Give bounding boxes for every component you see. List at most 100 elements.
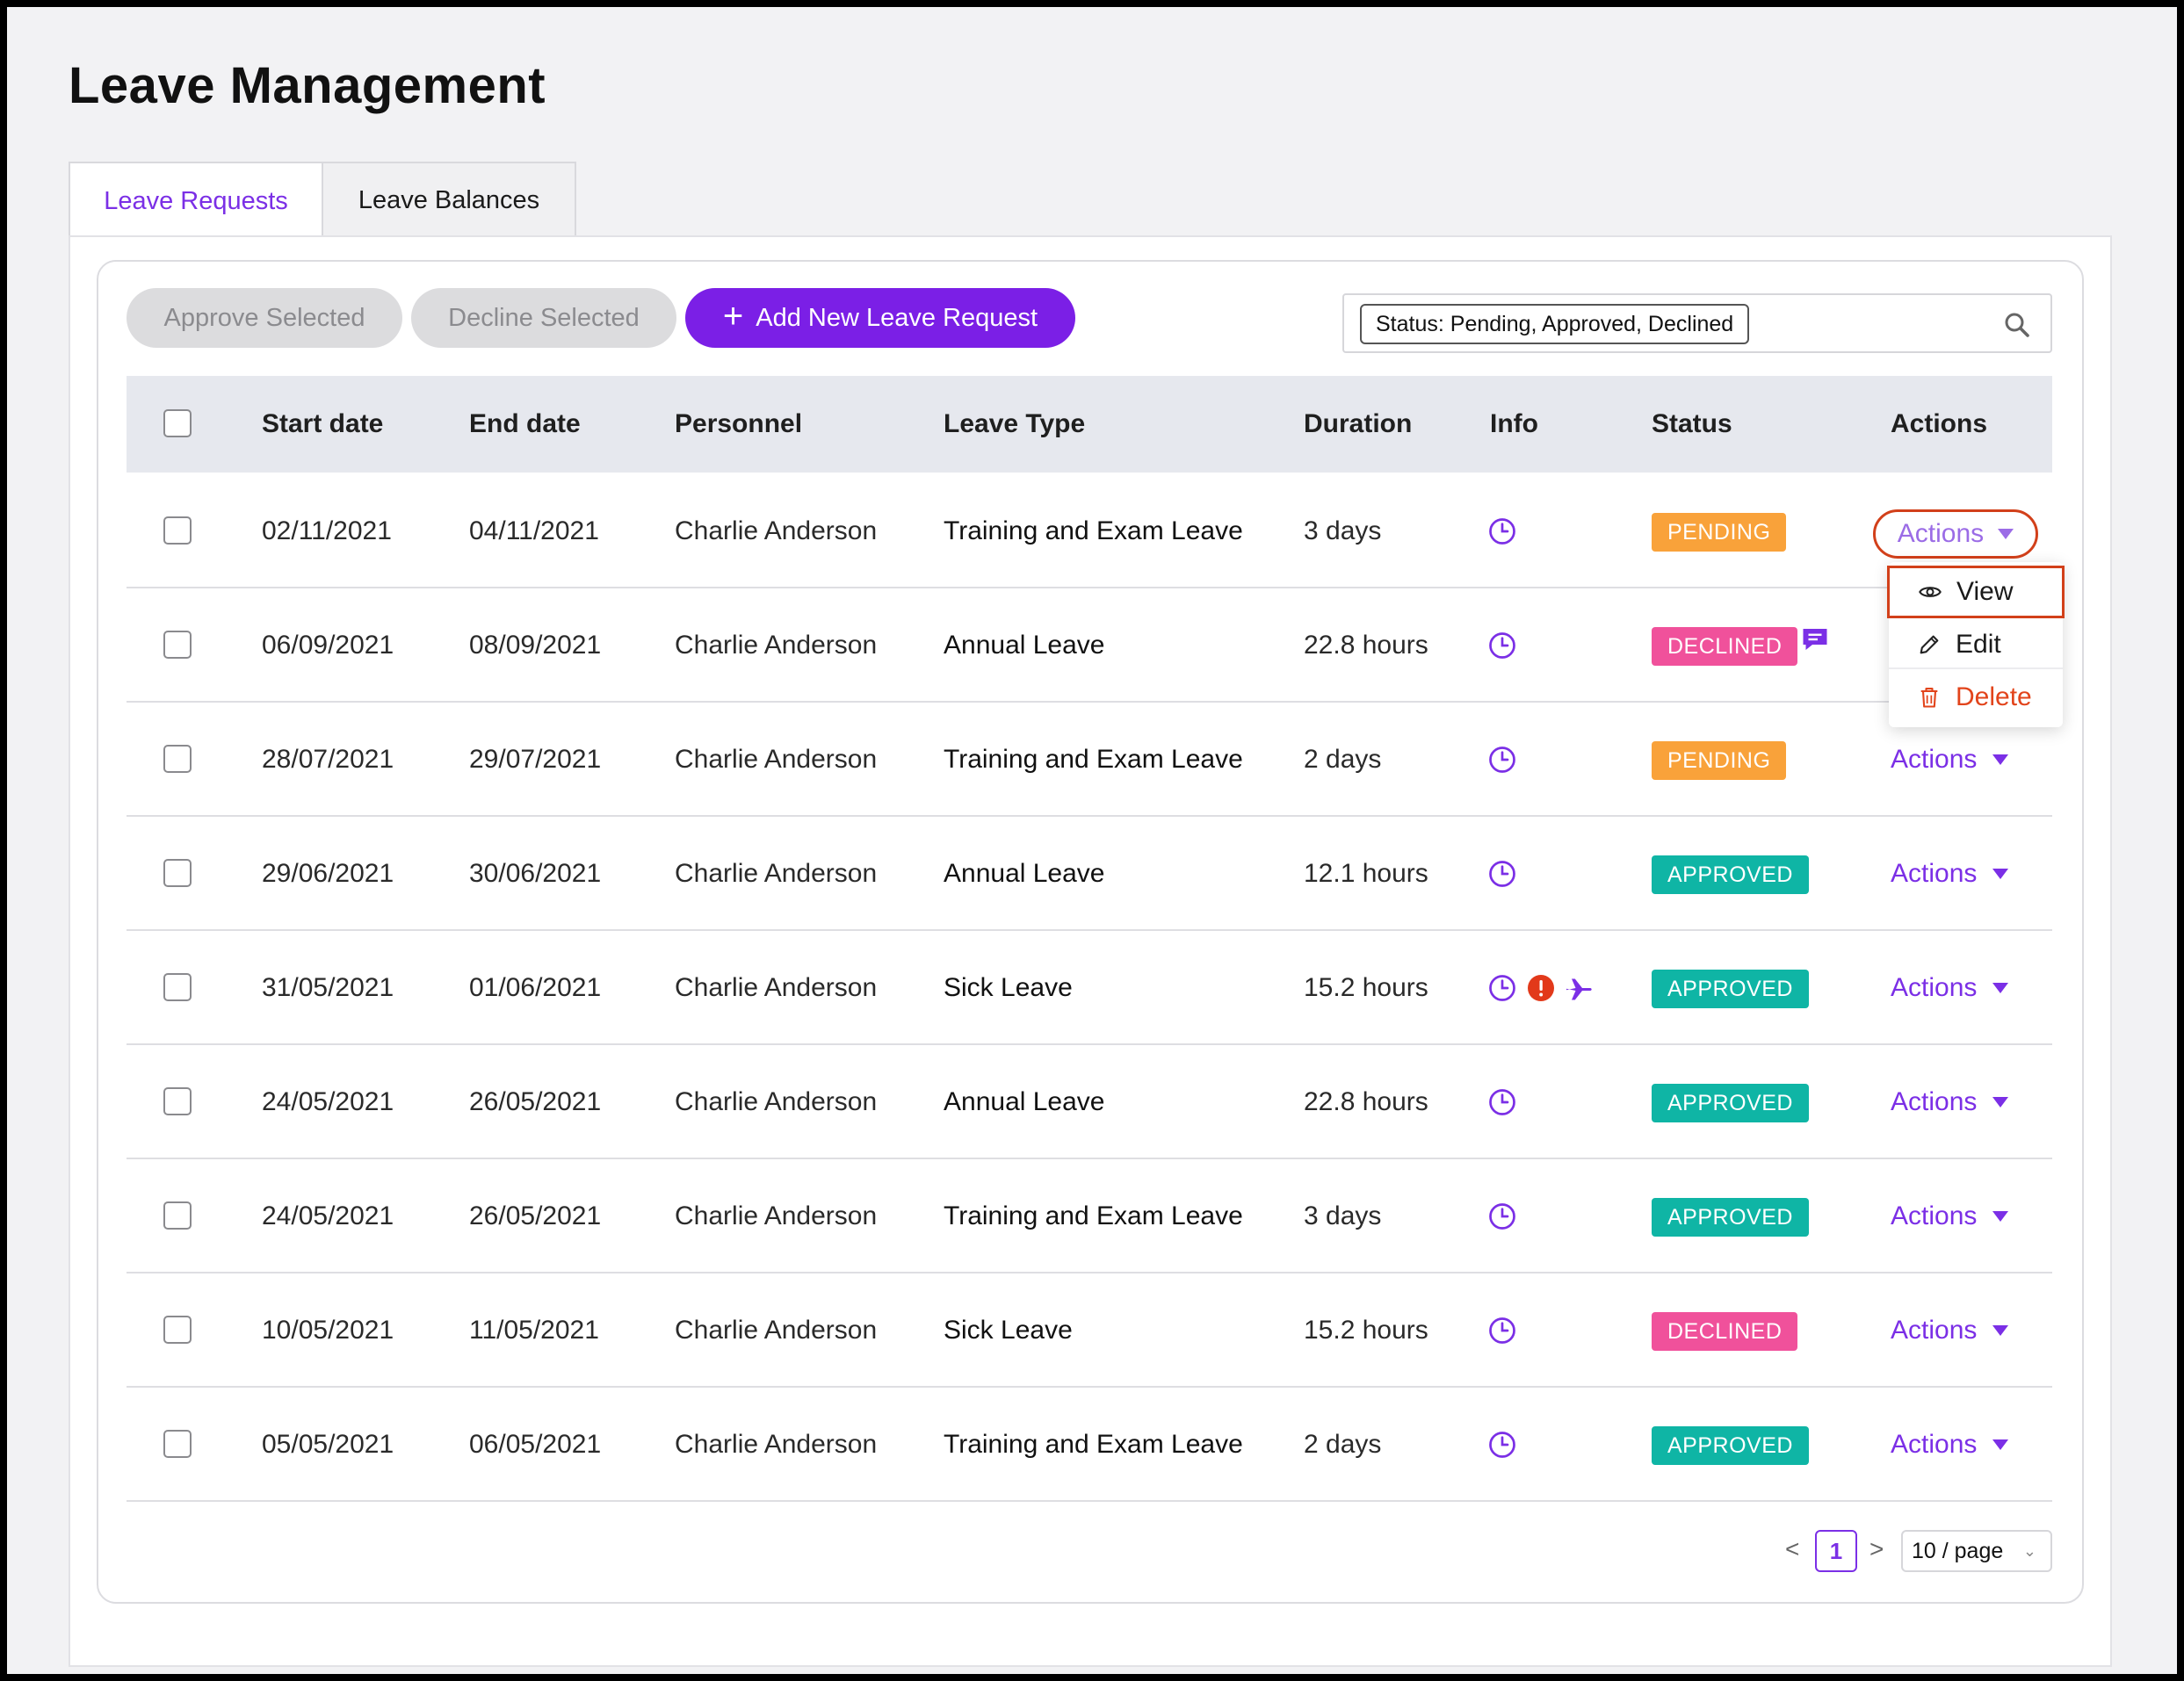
table-row[interactable]: 06/09/2021 08/09/2021 Charlie Anderson Annu…	[127, 588, 2052, 703]
approve-selected-button[interactable]: Approve Selected	[127, 288, 402, 348]
table-row[interactable]: 28/07/2021 29/07/2021 Charlie Anderson Trai…	[127, 703, 2052, 817]
status-badge: APPROVED	[1652, 970, 1809, 1008]
add-leave-request-button[interactable]: + Add New Leave Request	[685, 288, 1075, 348]
pagination-next-button[interactable]: >	[1869, 1535, 1884, 1562]
end-date-cell: 01/06/2021	[469, 973, 602, 1002]
pagination-page-1[interactable]: 1	[1815, 1530, 1857, 1572]
add-leave-request-label: Add New Leave Request	[756, 303, 1038, 332]
table-row[interactable]: 31/05/2021 01/06/2021 Charlie Anderson Sick…	[127, 931, 2052, 1045]
actions-dropdown[interactable]: Actions	[1891, 817, 2009, 931]
actions-label: Actions	[1891, 745, 1978, 774]
end-date-cell: 06/05/2021	[469, 1430, 602, 1459]
clock-icon[interactable]	[1486, 1429, 1518, 1461]
clock-icon[interactable]	[1486, 516, 1518, 547]
alert-icon[interactable]	[1525, 972, 1557, 1004]
actions-menu: View Edit Delete	[1887, 562, 2065, 727]
clock-icon[interactable]	[1486, 972, 1518, 1004]
clock-icon[interactable]	[1486, 1086, 1518, 1118]
decline-selected-button[interactable]: Decline Selected	[411, 288, 676, 348]
menu-divider	[1889, 667, 2063, 669]
menu-item-edit[interactable]: Edit	[1889, 618, 2063, 671]
row-checkbox[interactable]	[163, 516, 192, 545]
table-row[interactable]: 10/05/2021 11/05/2021 Charlie Anderson Sick…	[127, 1273, 2052, 1388]
info-cell	[1486, 931, 1595, 1045]
pagination-prev-button[interactable]: <	[1785, 1535, 1800, 1562]
comment-icon[interactable]	[1799, 624, 1831, 655]
row-checkbox[interactable]	[163, 1430, 192, 1458]
table-row[interactable]: 24/05/2021 26/05/2021 Charlie Anderson Trai…	[127, 1159, 2052, 1273]
actions-dropdown[interactable]: Actions	[1891, 1273, 2009, 1388]
select-all-checkbox[interactable]	[163, 409, 192, 437]
duration-cell: 2 days	[1304, 1430, 1382, 1459]
start-date-cell: 05/05/2021	[262, 1430, 394, 1459]
header-end-date: End date	[469, 409, 581, 438]
row-checkbox[interactable]	[163, 745, 192, 773]
header-start-date: Start date	[262, 409, 384, 438]
clock-icon[interactable]	[1486, 1315, 1518, 1346]
info-cell	[1486, 588, 1518, 703]
actions-dropdown[interactable]: Actions	[1891, 1388, 2009, 1502]
actions-dropdown[interactable]: Actions	[1891, 931, 2009, 1045]
row-checkbox[interactable]	[163, 1316, 192, 1344]
leave-type-cell: Training and Exam Leave	[944, 516, 1243, 545]
tab-leave-requests[interactable]: Leave Requests	[69, 162, 323, 239]
start-date-cell: 28/07/2021	[262, 745, 394, 774]
menu-item-view[interactable]: View	[1887, 566, 2065, 618]
actions-dropdown[interactable]: Actions	[1891, 1159, 2009, 1273]
end-date-cell: 29/07/2021	[469, 745, 602, 774]
end-date-cell: 04/11/2021	[469, 516, 599, 545]
caret-down-icon	[1992, 983, 2009, 993]
start-date-cell: 02/11/2021	[262, 516, 392, 545]
page-size-select[interactable]: 10 / page ⌄	[1901, 1530, 2052, 1572]
personnel-cell: Charlie Anderson	[675, 516, 878, 545]
info-cell	[1486, 1273, 1518, 1388]
leave-type-cell: Training and Exam Leave	[944, 1430, 1243, 1459]
menu-item-delete[interactable]: Delete	[1889, 671, 2063, 724]
caret-down-icon	[1992, 1325, 2009, 1336]
actions-dropdown[interactable]: Actions	[1891, 1045, 2009, 1159]
clock-icon[interactable]	[1486, 744, 1518, 776]
row-checkbox[interactable]	[163, 859, 192, 887]
start-date-cell: 29/06/2021	[262, 859, 394, 888]
status-badge: PENDING	[1652, 741, 1787, 780]
tab-leave-balances[interactable]: Leave Balances	[322, 162, 576, 237]
header-leave-type: Leave Type	[944, 409, 1086, 438]
actions-label: Actions	[1897, 519, 1985, 548]
table-row[interactable]: 29/06/2021 30/06/2021 Charlie Anderson Annu…	[127, 817, 2052, 931]
table-row[interactable]: 02/11/2021 04/11/2021 Charlie Anderson Trai…	[127, 474, 2052, 588]
search-icon[interactable]	[2001, 309, 2033, 341]
duration-cell: 22.8 hours	[1304, 631, 1428, 660]
end-date-cell: 08/09/2021	[469, 631, 602, 660]
info-cell	[1486, 1159, 1518, 1273]
row-checkbox[interactable]	[163, 1201, 192, 1230]
plane-icon[interactable]	[1564, 972, 1595, 1004]
requests-card	[97, 260, 2084, 1604]
actions-label: Actions	[1891, 1201, 1978, 1230]
clock-icon[interactable]	[1486, 1201, 1518, 1232]
row-checkbox[interactable]	[163, 973, 192, 1001]
page-size-value: 10 / page	[1912, 1538, 2004, 1563]
row-checkbox[interactable]	[163, 1087, 192, 1115]
duration-cell: 22.8 hours	[1304, 1087, 1428, 1116]
personnel-cell: Charlie Anderson	[675, 859, 878, 888]
header-actions: Actions	[1891, 409, 1988, 438]
actions-label: Actions	[1891, 1087, 1978, 1116]
actions-label: Actions	[1891, 973, 1978, 1002]
info-cell	[1486, 1045, 1518, 1159]
plus-icon: +	[722, 297, 744, 335]
table-row[interactable]: 05/05/2021 06/05/2021 Charlie Anderson Trai…	[127, 1388, 2052, 1502]
status-filter-search[interactable]: Status: Pending, Approved, Declined	[1342, 293, 2052, 353]
clock-icon[interactable]	[1486, 630, 1518, 661]
duration-cell: 15.2 hours	[1304, 973, 1428, 1002]
header-info: Info	[1490, 409, 1538, 438]
pencil-icon	[1920, 635, 1939, 654]
row-checkbox[interactable]	[163, 631, 192, 659]
info-cell	[1486, 474, 1518, 588]
actions-dropdown[interactable]: Actions	[1891, 703, 2009, 817]
actions-dropdown-open[interactable]: Actions	[1873, 509, 2038, 559]
clock-icon[interactable]	[1486, 858, 1518, 890]
status-badge: PENDING	[1652, 513, 1787, 552]
status-filter-tag[interactable]: Status: Pending, Approved, Declined	[1360, 304, 1750, 344]
caret-down-icon	[1992, 869, 2009, 879]
table-row[interactable]: 24/05/2021 26/05/2021 Charlie Anderson Annu…	[127, 1045, 2052, 1159]
